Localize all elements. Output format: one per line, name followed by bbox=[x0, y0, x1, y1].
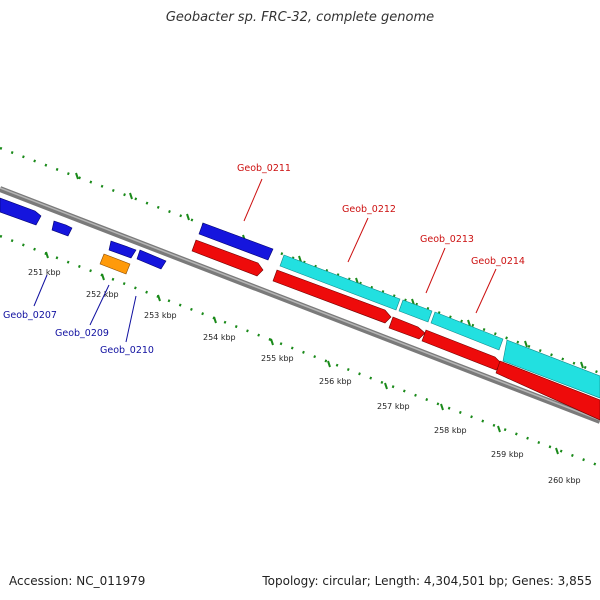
cds-arrow bbox=[51, 220, 73, 237]
accession-text: Accession: NC_011979 bbox=[9, 574, 146, 588]
gene-label-geob-0211: Geob_0211 bbox=[237, 163, 291, 174]
reverse-strand-cds[interactable] bbox=[191, 239, 600, 421]
forward-strand-cds[interactable] bbox=[0, 197, 274, 270]
map-title: Geobacter sp. FRC-32, complete genome bbox=[165, 10, 435, 25]
highlight-block bbox=[502, 339, 600, 399]
gene-label-geob-0209: Geob_0209 bbox=[55, 328, 109, 339]
scale-label: 252 kbp bbox=[86, 290, 119, 299]
scale-label: 254 kbp bbox=[203, 333, 236, 342]
leader-lines-forward bbox=[33, 274, 137, 343]
gene-label-geob-0210: Geob_0210 bbox=[100, 345, 154, 356]
scale-label: 255 kbp bbox=[261, 354, 294, 363]
cds-arrow bbox=[191, 239, 264, 277]
scale-label: 257 kbp bbox=[377, 402, 410, 411]
gene-label-geob-0214: Geob_0214 bbox=[471, 256, 525, 267]
scale-label: 259 kbp bbox=[491, 450, 524, 459]
genome-summary-text: Topology: circular; Length: 4,304,501 bp… bbox=[262, 574, 592, 588]
scale-label: 251 kbp bbox=[28, 268, 61, 277]
scale-labels: 251 kbp 252 kbp 253 kbp 254 kbp 255 kbp … bbox=[28, 268, 581, 485]
cds-arrow bbox=[136, 249, 167, 270]
cds-arrow bbox=[495, 360, 600, 421]
cds-arrow bbox=[108, 240, 137, 259]
inner-major-ticks bbox=[45, 251, 559, 455]
rna-gene[interactable] bbox=[99, 253, 131, 275]
highlight-block bbox=[430, 311, 504, 351]
leader-lines-reverse bbox=[243, 178, 497, 314]
cds-arrow bbox=[0, 197, 42, 226]
feature-labels[interactable]: Geob_0207 Geob_0209 Geob_0210 Geob_0211 … bbox=[3, 163, 525, 356]
scale-label: 256 kbp bbox=[319, 377, 352, 386]
gene-label-geob-0212: Geob_0212 bbox=[342, 204, 396, 215]
cds-arrow bbox=[272, 269, 392, 324]
scale-label: 260 kbp bbox=[548, 476, 581, 485]
highlight-track bbox=[279, 254, 600, 399]
gene-label-geob-0207: Geob_0207 bbox=[3, 310, 57, 321]
highlight-block bbox=[398, 299, 433, 323]
cds-arrow bbox=[198, 222, 274, 261]
scale-label: 253 kbp bbox=[144, 311, 177, 320]
genome-backbone bbox=[0, 186, 600, 424]
cds-arrow bbox=[388, 316, 426, 340]
highlight-block bbox=[279, 254, 401, 311]
scale-label: 258 kbp bbox=[434, 426, 467, 435]
gene-label-geob-0213: Geob_0213 bbox=[420, 234, 474, 245]
